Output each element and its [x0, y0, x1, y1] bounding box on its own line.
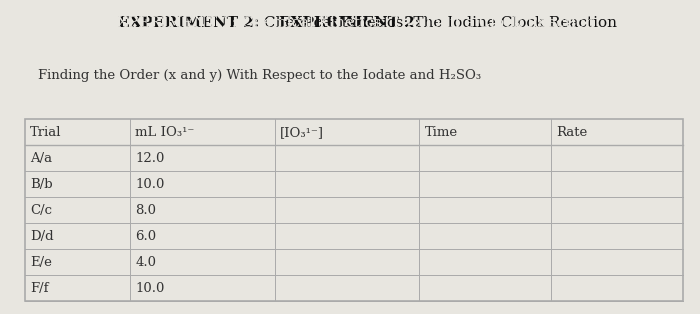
Text: 8.0: 8.0	[135, 204, 156, 217]
Text: Chemical Kinetics: The Iodine Clock Reaction: Chemical Kinetics: The Iodine Clock Reac…	[259, 16, 617, 30]
Text: D/d: D/d	[30, 230, 54, 243]
Text: 4.0: 4.0	[135, 256, 156, 269]
Text: C/c: C/c	[30, 204, 52, 217]
Text: Time: Time	[425, 126, 458, 139]
Text: B/b: B/b	[30, 178, 52, 191]
Text: [IO₃¹⁻]: [IO₃¹⁻]	[280, 126, 324, 139]
Text: A/a: A/a	[30, 152, 52, 165]
Text: EXPERIMENT 2: Chemical Kinetics: The Iodine Clock Reaction: EXPERIMENT 2: Chemical Kinetics: The Iod…	[106, 16, 594, 30]
Text: 6.0: 6.0	[135, 230, 157, 243]
Text: 10.0: 10.0	[135, 282, 164, 295]
Text: Trial: Trial	[30, 126, 62, 139]
Text: EXPERIMENT 2:: EXPERIMENT 2:	[279, 16, 421, 30]
Text: Rate: Rate	[556, 126, 588, 139]
Text: mL IO₃¹⁻: mL IO₃¹⁻	[135, 126, 195, 139]
Text: F/f: F/f	[30, 282, 48, 295]
Text: E/e: E/e	[30, 256, 52, 269]
Text: 12.0: 12.0	[135, 152, 164, 165]
Text: Finding the Order (x and y) With Respect to the Iodate and H₂SO₃: Finding the Order (x and y) With Respect…	[38, 69, 482, 82]
Text: EXPERIMENT 2:: EXPERIMENT 2:	[118, 16, 259, 30]
Text: 10.0: 10.0	[135, 178, 164, 191]
